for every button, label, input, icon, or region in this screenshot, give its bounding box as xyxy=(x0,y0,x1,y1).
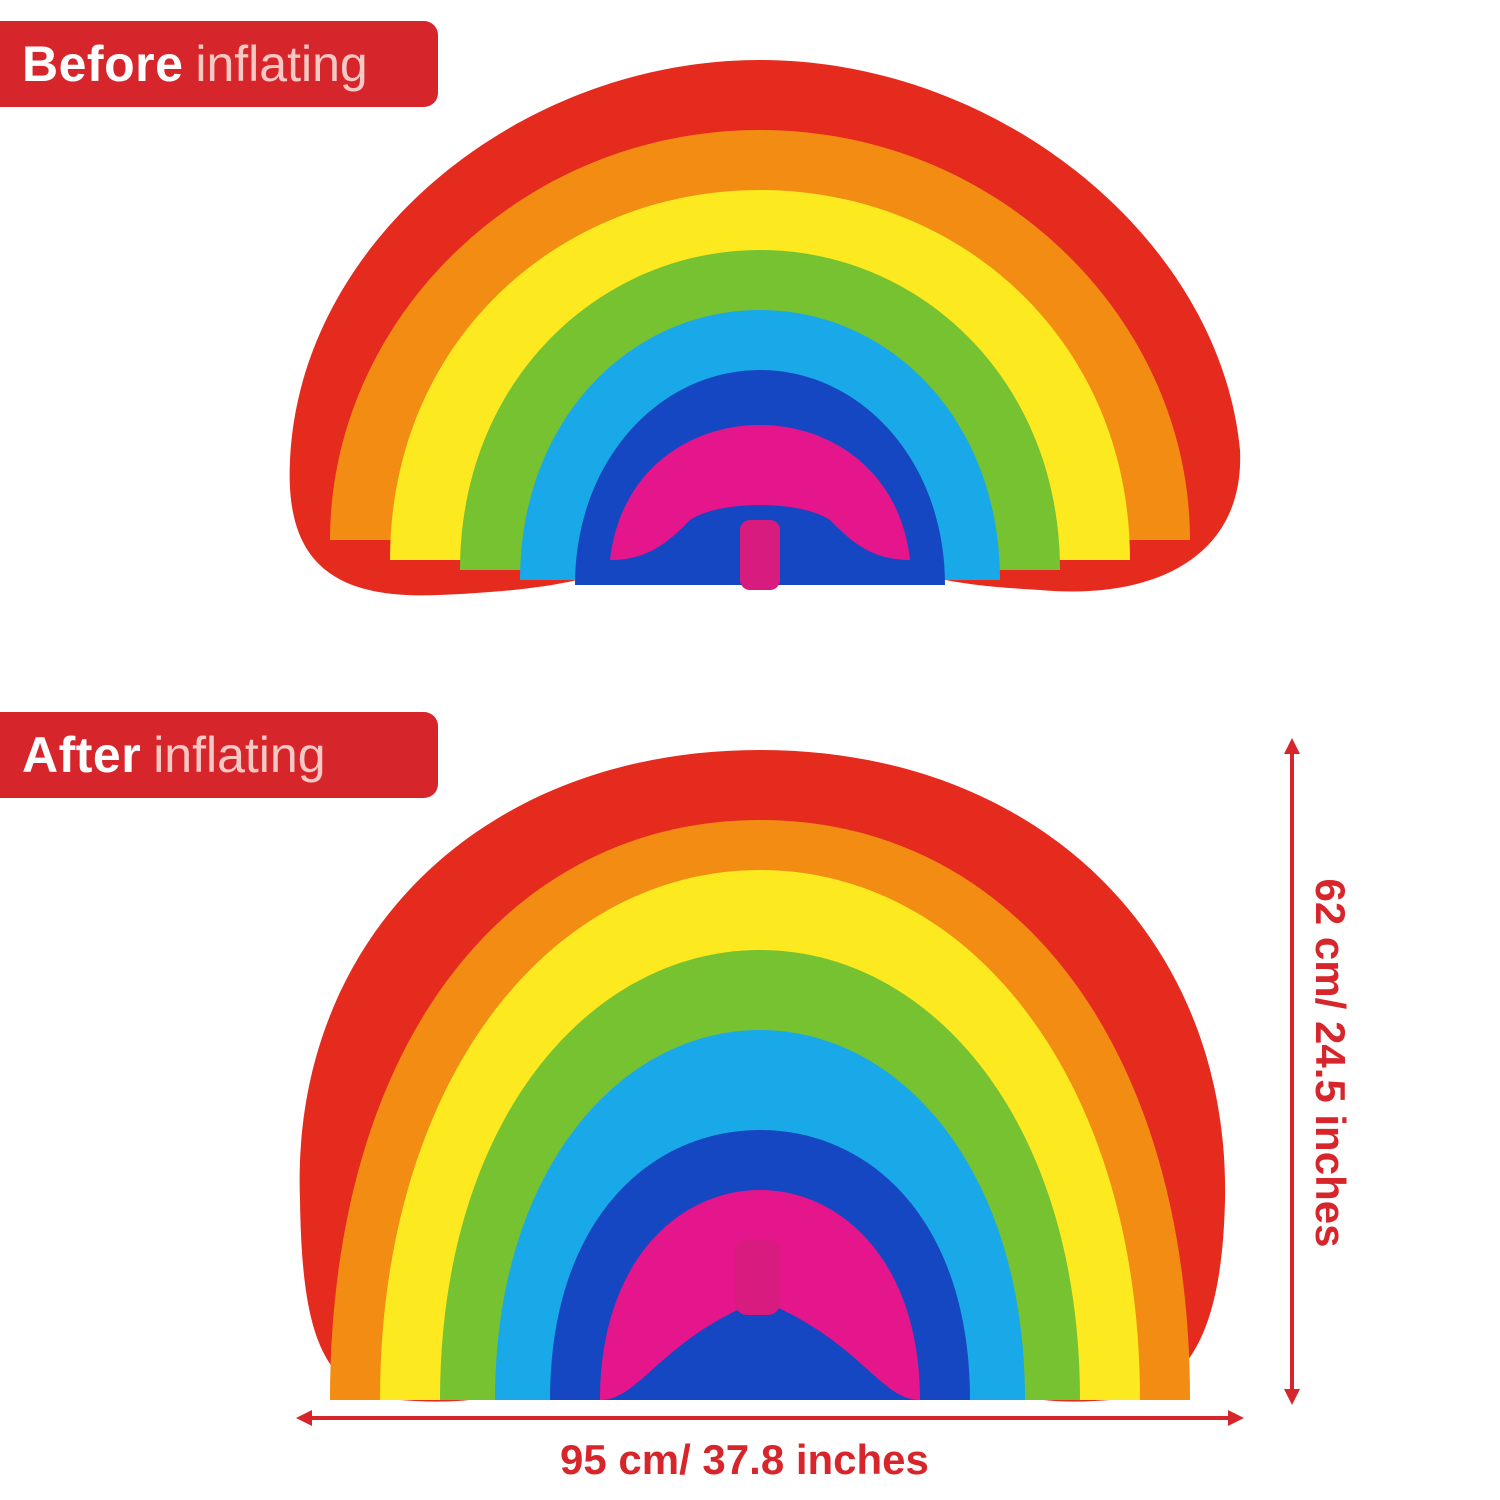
rainbow-balloon-before xyxy=(289,60,1241,596)
before-label-strong: Before xyxy=(22,36,184,92)
before-label-light: inflating xyxy=(195,36,368,92)
after-label-light: inflating xyxy=(153,727,326,783)
rainbow-balloon-after xyxy=(299,750,1226,1402)
width-dimension-text: 95 cm/ 37.8 inches xyxy=(560,1436,929,1483)
after-inflating-label: After inflating xyxy=(0,712,438,798)
before-inflating-label: Before inflating xyxy=(0,21,438,107)
height-dimension-text: 62 cm/ 24.5 inches xyxy=(1307,878,1354,1248)
width-dimension-arrow xyxy=(296,1410,1244,1426)
height-dimension-arrow xyxy=(1284,738,1300,1405)
after-label-strong: After xyxy=(22,727,142,783)
